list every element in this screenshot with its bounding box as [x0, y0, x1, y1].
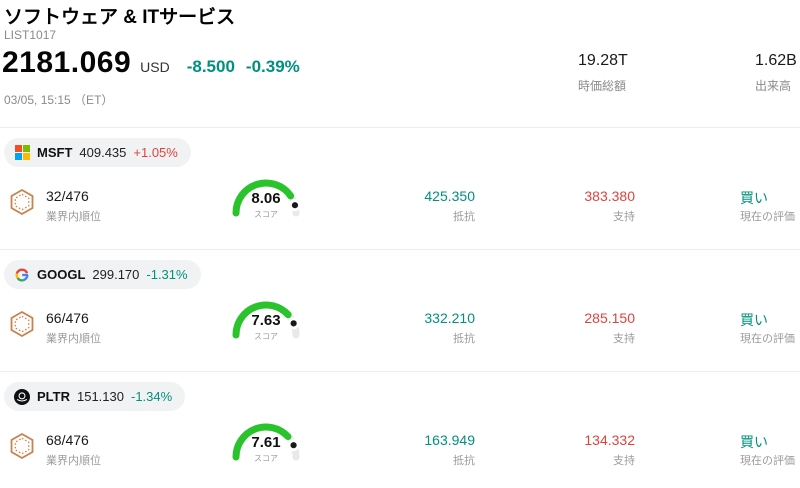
stock-chip-msft[interactable]: MSFT 409.435 +1.05% [4, 138, 191, 167]
ticker-price: 299.170 [92, 267, 140, 282]
stock-chip-pltr[interactable]: PLTR 151.130 -1.34% [4, 382, 186, 411]
support-value: 134.332 [584, 432, 635, 448]
list-id: LIST1017 [4, 28, 57, 42]
support-value: 383.380 [584, 188, 635, 204]
resistance-value: 332.210 [424, 310, 475, 326]
industry-rank-label: 業界内順位 [46, 333, 101, 345]
ticker-symbol: GOOGL [37, 267, 86, 282]
rating-value: 買い [740, 434, 768, 450]
ticker-price: 151.130 [76, 389, 124, 404]
industry-rank-value: 66/476 [46, 310, 89, 326]
volume-value: 1.62B [755, 52, 797, 69]
ticker-change-pct: -1.34% [130, 389, 173, 404]
score-label: スコア [254, 454, 278, 463]
ticker-symbol: PLTR [37, 389, 70, 404]
industry-rank-value: 68/476 [46, 432, 89, 448]
support-value: 285.150 [584, 310, 635, 326]
price-line: 2181.069 USD -8.500 -0.39% [2, 46, 300, 80]
support-label: 支持 [613, 211, 635, 223]
score-gauge [226, 416, 306, 462]
score-label: スコア [254, 210, 278, 219]
rank-badge-icon [8, 432, 36, 460]
market-cap-stat: 19.28T 時価総額 [578, 52, 628, 94]
price-change-pct: -0.39% [245, 57, 300, 76]
rank-badge-icon [8, 188, 36, 216]
score-value: 8.06 [251, 190, 281, 207]
rank-badge-icon [8, 310, 36, 338]
stock-row-googl: GOOGL 299.170 -1.31% 66/476 業界内順位 7.63 ス… [0, 249, 800, 371]
stock-row-msft: MSFT 409.435 +1.05% 32/476 業界内順位 8.06 スコ… [0, 127, 800, 249]
rating-label: 現在の評価 [740, 455, 795, 467]
resistance-label: 抵抗 [453, 211, 475, 223]
industry-rank-value: 32/476 [46, 188, 89, 204]
industry-rank-label: 業界内順位 [46, 211, 101, 223]
score-gauge [226, 172, 306, 218]
googl-logo-icon [14, 267, 30, 283]
rating-value: 買い [740, 312, 768, 328]
price-change: -8.500 [186, 57, 235, 76]
ticker-price: 409.435 [79, 145, 127, 160]
rating-label: 現在の評価 [740, 211, 795, 223]
industry-rank-label: 業界内順位 [46, 455, 101, 467]
msft-logo-icon [14, 145, 30, 161]
ticker-change-pct: -1.31% [146, 267, 188, 282]
score-value: 7.61 [251, 434, 281, 451]
resistance-value: 163.949 [424, 432, 475, 448]
stock-row-pltr: PLTR 151.130 -1.34% 68/476 業界内順位 7.61 スコ… [0, 371, 800, 488]
resistance-label: 抵抗 [453, 333, 475, 345]
support-label: 支持 [613, 455, 635, 467]
ticker-change-pct: +1.05% [133, 145, 178, 160]
resistance-value: 425.350 [424, 188, 475, 204]
page-title: ソフトウェア & ITサービス [4, 7, 236, 28]
market-cap-value: 19.28T [578, 52, 628, 69]
rating-label: 現在の評価 [740, 333, 795, 345]
volume-stat: 1.62B 出来高 [755, 52, 797, 94]
currency-label: USD [140, 59, 170, 75]
market-cap-label: 時価総額 [578, 79, 627, 93]
stock-chip-googl[interactable]: GOOGL 299.170 -1.31% [4, 260, 201, 289]
ticker-symbol: MSFT [37, 145, 73, 160]
pltr-logo-icon [14, 388, 30, 405]
score-gauge [226, 294, 306, 340]
index-price: 2181.069 [2, 46, 132, 79]
rating-value: 買い [740, 190, 768, 206]
support-label: 支持 [613, 333, 635, 345]
score-label: スコア [254, 332, 278, 341]
quote-timestamp: 03/05, 15:15 （ET） [4, 93, 114, 107]
score-value: 7.63 [251, 312, 281, 329]
volume-label: 出来高 [755, 79, 792, 93]
resistance-label: 抵抗 [453, 455, 475, 467]
